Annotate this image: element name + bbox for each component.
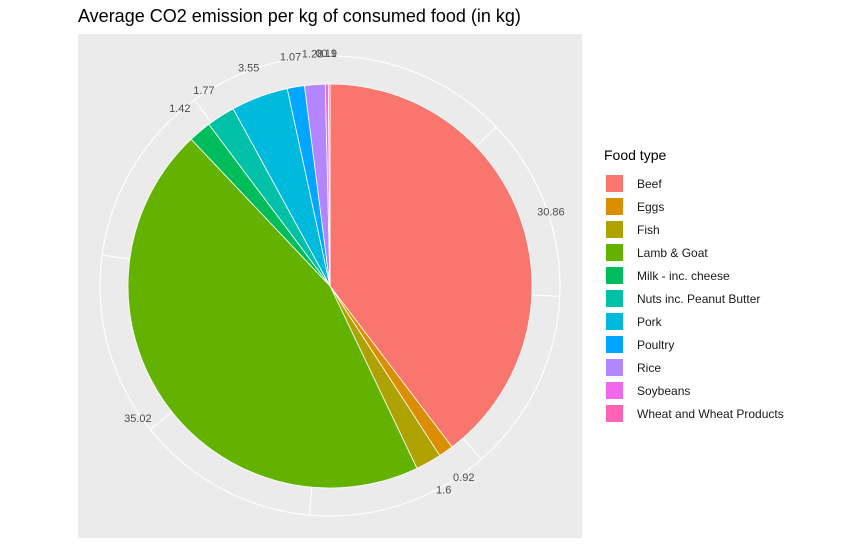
legend-item-fish: Fish — [604, 218, 784, 241]
legend-swatch — [606, 313, 623, 330]
data-label-soybeans: 0.19 — [316, 48, 337, 60]
data-labels: 30.86 0.921.6 35.02 1.421.77 3.55 1.07 1.280.1… — [124, 48, 564, 496]
grid-circle — [99, 55, 561, 517]
legend-item-lamb-goat: Lamb & Goat — [604, 241, 784, 264]
data-label-nuts-inc-peanut-butter: 1.77 — [193, 85, 214, 97]
legend-item-rice: Rice — [604, 356, 784, 379]
legend-swatch — [606, 290, 623, 307]
data-label-lamb-goat: 35.02 — [124, 413, 152, 425]
legend-item-milk-inc-cheese: Milk - inc. cheese — [604, 264, 784, 287]
legend-label: Eggs — [637, 199, 665, 214]
legend-label: Wheat and Wheat Products — [637, 406, 784, 421]
legend-label: Soybeans — [637, 383, 691, 398]
legend-title: Food type — [604, 147, 667, 163]
legend-label: Pork — [637, 314, 662, 329]
legend-swatch — [606, 267, 623, 284]
grid-tick — [475, 126, 497, 147]
legend-items: Beef Eggs Fish Lamb & Goat Milk - inc. chees… — [604, 172, 784, 425]
legend-label: Nuts inc. Peanut Butter — [637, 291, 761, 306]
legend-swatch — [606, 198, 623, 215]
legend-item-nuts-inc-peanut-butter: Nuts inc. Peanut Butter — [604, 287, 784, 310]
legend-item-pork: Pork — [604, 310, 784, 333]
legend-swatch — [606, 336, 623, 353]
grid-tick — [194, 99, 212, 123]
legend-label: Fish — [637, 222, 660, 237]
data-label-beef: 30.86 — [537, 207, 565, 219]
data-label-eggs: 0.92 — [453, 472, 474, 484]
legend-item-wheat-and-wheat-products: Wheat and Wheat Products — [604, 402, 784, 425]
pie-slice-beef — [329, 83, 533, 448]
pie-slice-wheat-and-wheat-products — [327, 83, 331, 287]
data-label-wheat-and-wheat-products: 0.1 — [321, 48, 336, 60]
legend-swatch — [606, 405, 623, 422]
legend: Food type Beef Eggs Fish Lamb & Goat Milk - … — [604, 147, 784, 425]
grid-tick — [149, 411, 173, 430]
legend-label: Rice — [637, 360, 662, 375]
legend-label: Beef — [637, 176, 662, 191]
data-label-milk-inc-cheese: 1.42 — [169, 103, 190, 115]
legend-swatch — [606, 221, 623, 238]
grid-tick — [102, 254, 130, 260]
data-label-fish: 1.6 — [436, 484, 451, 496]
legend-swatch — [606, 382, 623, 399]
legend-label: Milk - inc. cheese — [637, 268, 730, 283]
grid-tick — [462, 437, 482, 460]
legend-label: Lamb & Goat — [637, 245, 708, 260]
data-label-pork: 3.55 — [238, 63, 259, 75]
legend-swatch — [606, 244, 623, 261]
data-label-poultry: 1.07 — [280, 51, 301, 63]
legend-label: Poultry — [637, 337, 675, 352]
grid-lines — [99, 55, 561, 517]
grid-tick — [308, 487, 313, 516]
legend-item-poultry: Poultry — [604, 333, 784, 356]
legend-item-soybeans: Soybeans — [604, 379, 784, 402]
legend-swatch — [606, 359, 623, 376]
chart-title: Average CO2 emission per kg of consumed … — [78, 6, 521, 26]
data-label-rice: 1.28 — [302, 49, 323, 61]
legend-item-eggs: Eggs — [604, 195, 784, 218]
grid-tick — [531, 294, 560, 297]
pie-slice-lamb-goat — [127, 138, 418, 489]
pie-slices — [127, 83, 533, 489]
legend-item-beef: Beef — [604, 172, 784, 195]
legend-swatch — [606, 175, 623, 192]
